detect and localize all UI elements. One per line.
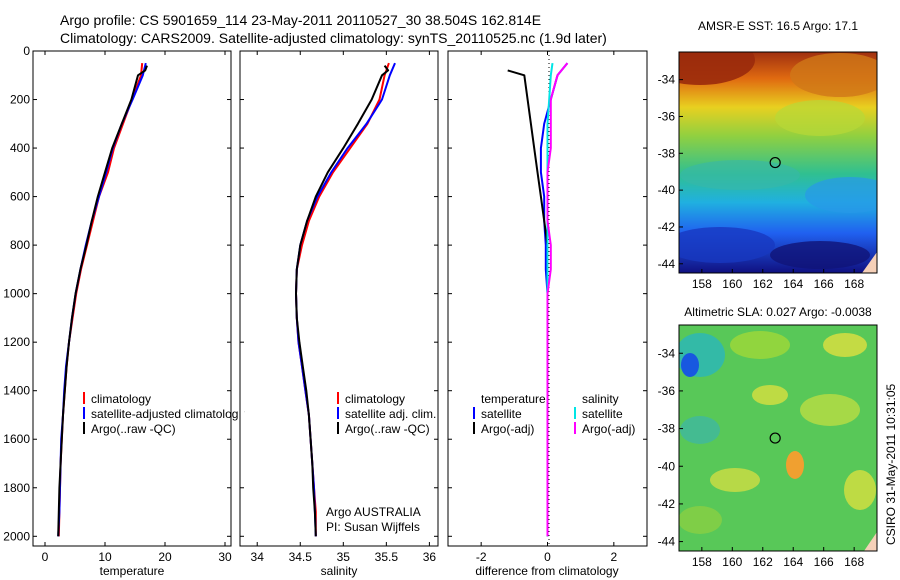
- legend-label: climatology: [345, 392, 405, 406]
- map-x-tick-label: 166: [814, 277, 834, 291]
- map-y-tick-label: -36: [658, 384, 676, 398]
- series-lines: [57, 62, 569, 537]
- temperature-legend: climatology satellite-adjusted climatolo…: [83, 392, 244, 436]
- difference-legend: temperature satellite Argo(-adj) salinit…: [473, 392, 635, 436]
- series-line-climatology: [57, 63, 144, 537]
- x-tick-label: 35.5: [375, 550, 399, 564]
- map-y-tick-label: -38: [658, 146, 676, 160]
- x-tick-label: 30: [218, 550, 232, 564]
- legend-label: climatology: [91, 392, 151, 406]
- argo-location-marker: [769, 432, 781, 444]
- series-line-satellite: [539, 62, 569, 537]
- series-line-satellite-adj-clim-: [295, 62, 396, 537]
- map-x-tick-label: 158: [692, 555, 712, 569]
- map-y-tick-label: -34: [658, 73, 676, 87]
- map-x-tick-label: 162: [753, 555, 773, 569]
- x-tick-label: 10: [98, 550, 112, 564]
- sla-map-title: Altimetric SLA: 0.027 Argo: -0.0038: [684, 305, 872, 319]
- map-y-tick-label: -34: [658, 346, 676, 360]
- y-tick-label: 400: [10, 141, 30, 155]
- y-tick-label: 2000: [3, 529, 30, 543]
- figure-title-line1: Argo profile: CS 5901659_114 23-May-2011…: [60, 12, 542, 28]
- map-y-tick-label: -40: [658, 183, 676, 197]
- map-y-tick-label: -42: [658, 220, 676, 234]
- salinity-axes: [239, 50, 439, 547]
- sla-heatmap: [679, 325, 877, 551]
- legend-heading-salinity: salinity: [582, 392, 619, 406]
- legend-label: Argo(..raw -QC): [345, 422, 430, 436]
- x-tick-label: 34: [251, 550, 265, 564]
- salinity-legend: climatology satellite adj. clim. Argo(..…: [326, 392, 436, 534]
- y-tick-label: 0: [23, 44, 30, 58]
- map-x-tick-label: 158: [692, 277, 712, 291]
- sst-axes: [678, 51, 878, 274]
- map-y-tick-label: -38: [658, 422, 676, 436]
- map-x-tick-label: 168: [844, 555, 864, 569]
- x-tick-label: 35: [337, 550, 351, 564]
- x-tick-label: 0: [544, 550, 551, 564]
- legend-label: satellite adj. clim.: [345, 407, 436, 421]
- y-tick-label: 800: [10, 238, 30, 252]
- axis-ticks: 0 10 20 30020040060080010001200140016001800…: [3, 44, 647, 564]
- x-tick-label: -2: [476, 550, 487, 564]
- sst-map-title: AMSR-E SST: 16.5 Argo: 17.1: [698, 19, 858, 33]
- map-x-tick-label: 160: [722, 277, 742, 291]
- map-x-tick-label: 166: [814, 555, 834, 569]
- legend-label: Argo(-adj): [582, 422, 635, 436]
- x-tick-label: 0: [42, 550, 49, 564]
- x-tick-label: 34.5: [289, 550, 313, 564]
- y-tick-label: 200: [10, 93, 30, 107]
- annotation-argo-australia: Argo AUSTRALIA: [326, 505, 421, 519]
- legend-label: Argo(-adj): [481, 422, 534, 436]
- series-line-satellite-adjusted-climatology: [57, 62, 147, 537]
- y-tick-label: 1200: [3, 335, 30, 349]
- map-y-tick-label: -42: [658, 497, 676, 511]
- legend-heading-temperature: temperature: [481, 392, 546, 406]
- legend-label: satellite-adjusted climatology: [91, 407, 244, 421]
- map-x-tick-label: 168: [844, 277, 864, 291]
- sla-axes: [678, 324, 878, 552]
- sst-heatmap: [679, 52, 877, 273]
- map-y-tick-label: -40: [658, 459, 676, 473]
- legend-label: Argo(..raw -QC): [91, 422, 176, 436]
- map-x-tick-label: 162: [753, 277, 773, 291]
- y-tick-label: 1600: [3, 432, 30, 446]
- temperature-axes: [32, 50, 232, 547]
- x-tick-label: 2: [610, 550, 617, 564]
- legend-label: satellite: [582, 407, 623, 421]
- y-tick-label: 1000: [3, 287, 30, 301]
- difference-axis-label: difference from climatology: [475, 564, 618, 578]
- annotation-pi: PI: Susan Wijffels: [326, 520, 420, 534]
- series-line-argo-raw-qc-: [295, 65, 390, 537]
- series-line-climatology: [295, 62, 390, 537]
- legend-label: satellite: [481, 407, 522, 421]
- temperature-axis-label: temperature: [100, 564, 165, 578]
- argo-location-marker: [769, 156, 781, 169]
- y-tick-label: 600: [10, 190, 30, 204]
- series-line-argo-adj-: [546, 62, 569, 537]
- map-x-tick-label: 164: [783, 277, 803, 291]
- map-y-tick-label: -44: [658, 257, 676, 271]
- salinity-axis-label: salinity: [321, 564, 358, 578]
- x-tick-label: 36: [423, 550, 437, 564]
- map-x-tick-label: 160: [722, 555, 742, 569]
- map-y-tick-label: -36: [658, 109, 676, 123]
- y-tick-label: 1800: [3, 481, 30, 495]
- y-tick-label: 1400: [3, 384, 30, 398]
- map-x-tick-label: 164: [783, 555, 803, 569]
- map-ticks-and-markers: 158 160 162 164 166 168 -34 -36 -38 -40 -42 -44 158 1…: [658, 73, 865, 569]
- map-y-tick-label: -44: [658, 535, 676, 549]
- credit-label: CSIRO 31-May-2011 10:31:05: [884, 383, 898, 545]
- x-tick-label: 20: [158, 550, 172, 564]
- figure-title-line2: Climatology: CARS2009. Satellite-adjuste…: [60, 30, 607, 46]
- series-line-argo-raw-qc-: [57, 65, 148, 537]
- legend-overflow-mask: [238, 385, 244, 440]
